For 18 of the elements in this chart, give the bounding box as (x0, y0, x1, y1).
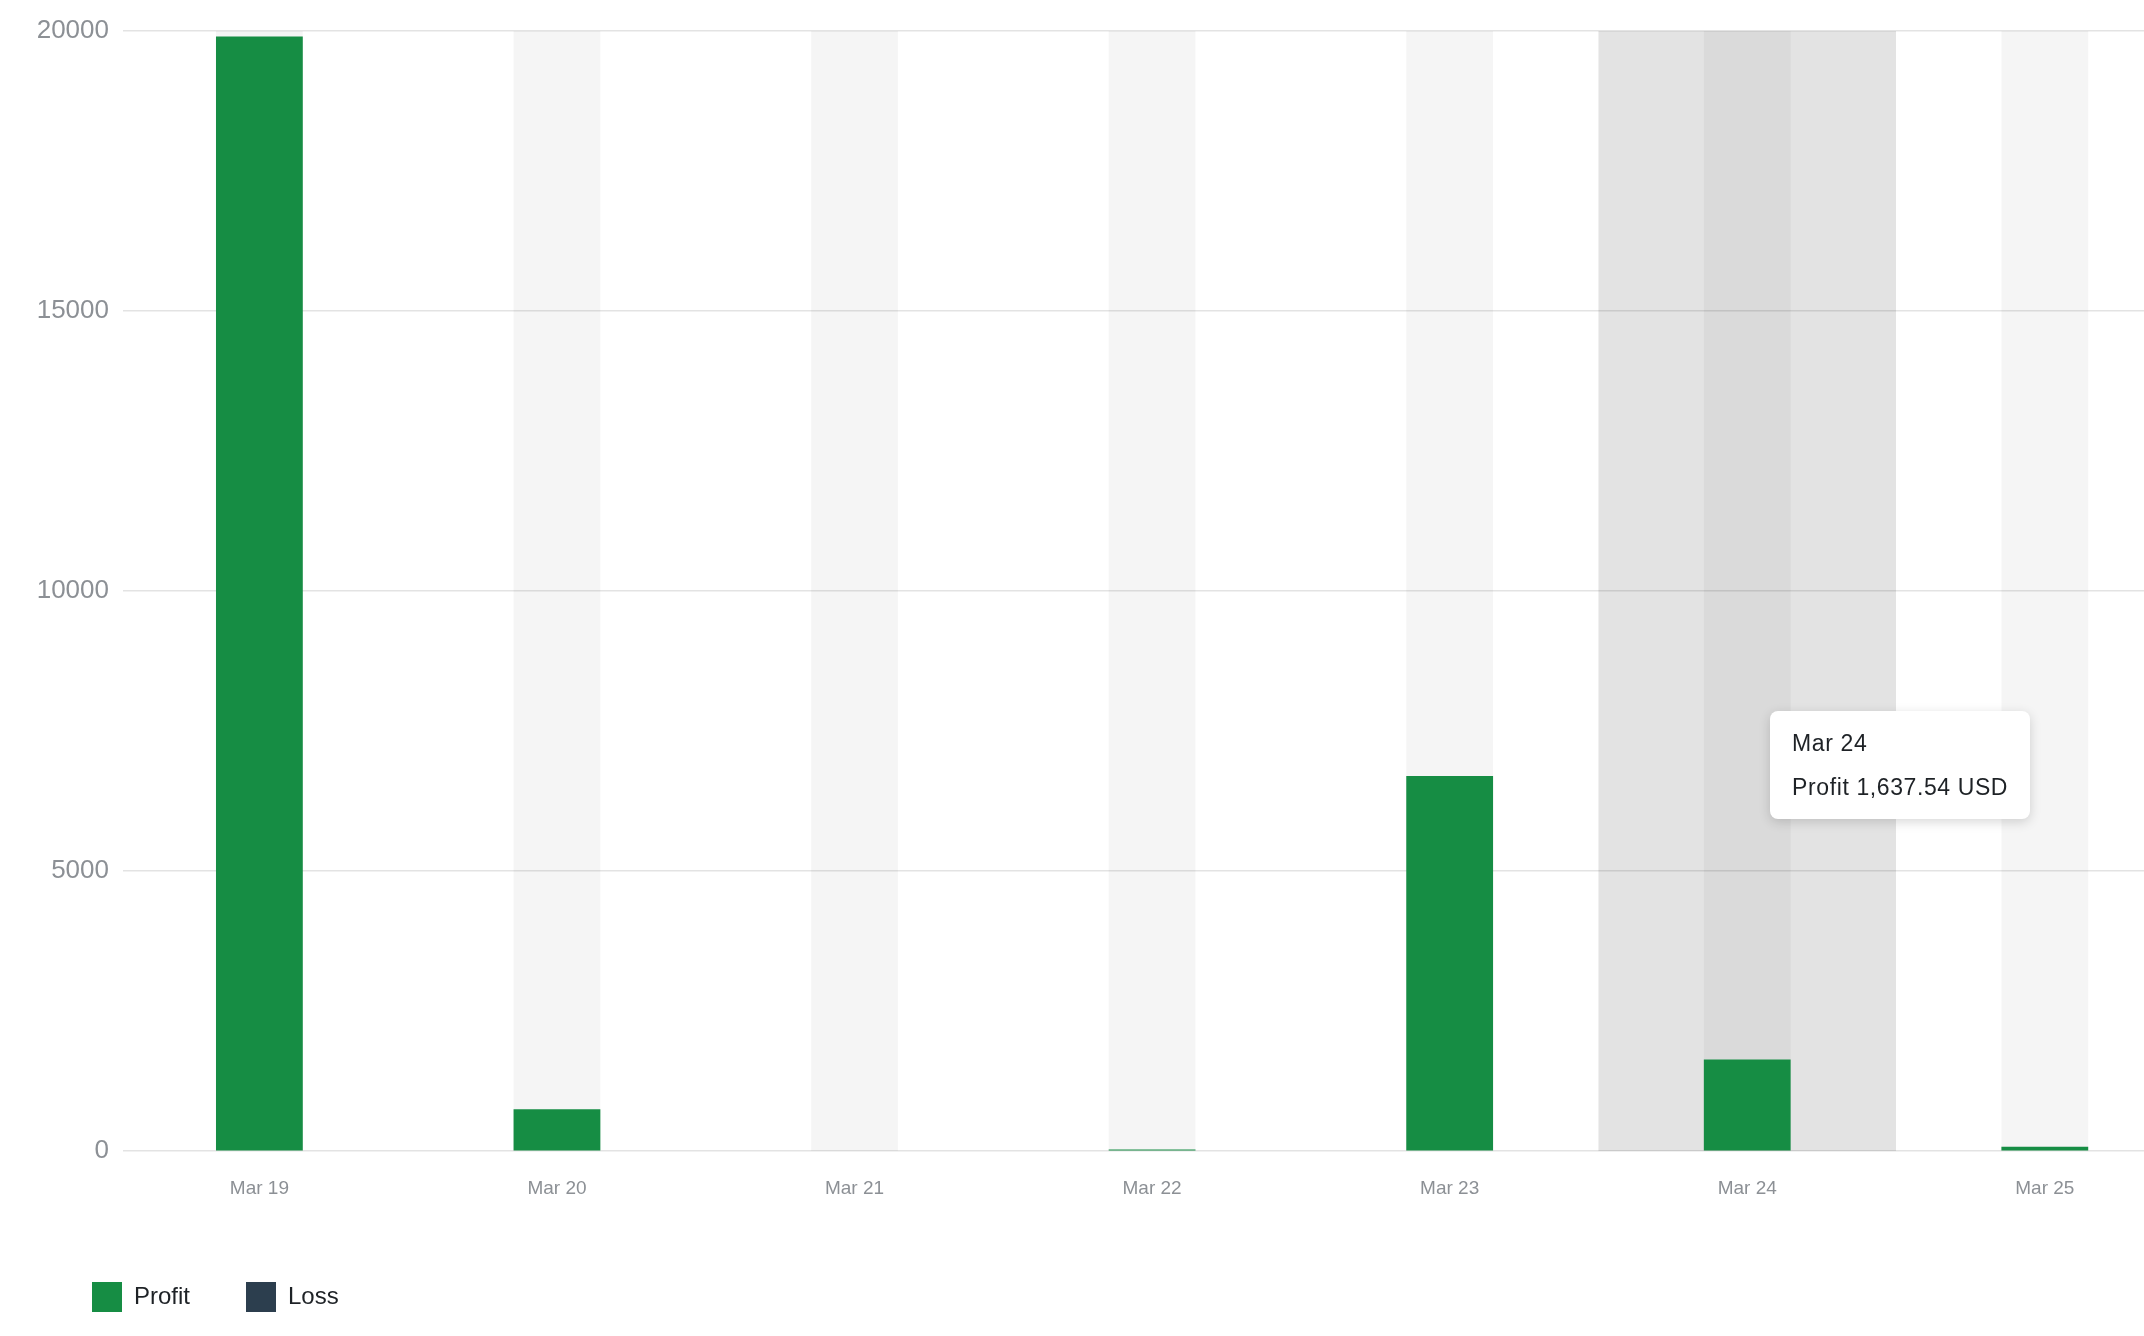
y-tick-label: 5000 (51, 854, 109, 885)
bar (1703, 1059, 1791, 1151)
bar (513, 1109, 601, 1151)
y-tick-label: 10000 (36, 574, 109, 605)
legend-label: Loss (288, 1281, 339, 1309)
x-tick-label: Mar 22 (1122, 1176, 1182, 1198)
y-tick-label: 0 (94, 1134, 109, 1165)
legend-label: Profit (134, 1281, 191, 1309)
bar (215, 36, 303, 1151)
x-tick-label: Mar 24 (1717, 1176, 1778, 1198)
x-tick-label: Mar 19 (229, 1176, 289, 1198)
y-tick-label: 20000 (36, 14, 109, 45)
y-tick-label: 15000 (36, 294, 109, 325)
x-tick-label: Mar 25 (2015, 1176, 2075, 1198)
x-tick-label: Mar 23 (1420, 1176, 1480, 1198)
x-tick-label: Mar 21 (824, 1176, 885, 1198)
x-tick-label: Mar 20 (527, 1176, 587, 1198)
annotation: Mar 24 Profit 1,637.54 USD (1770, 710, 2031, 819)
